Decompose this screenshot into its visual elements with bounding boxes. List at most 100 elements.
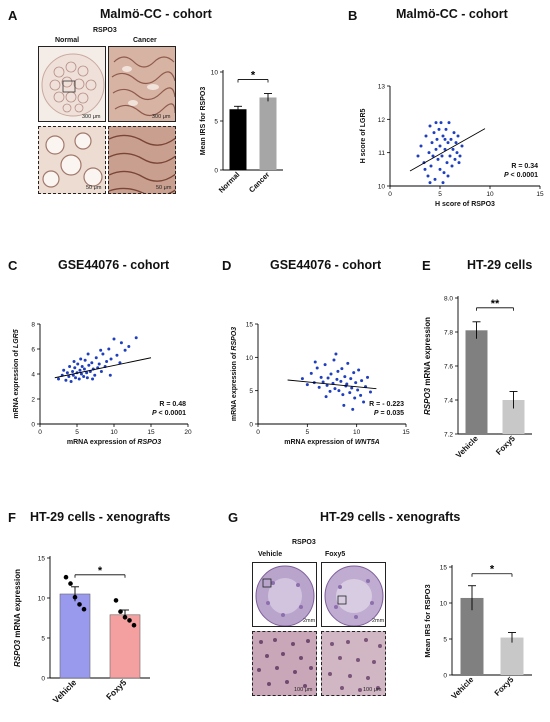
data-point	[93, 373, 97, 377]
p-value: = 0.035	[379, 410, 405, 417]
panel-letter-b: B	[348, 8, 358, 23]
data-point	[77, 377, 81, 381]
data-point	[134, 336, 138, 340]
micrograph-foxy5-overview-art	[324, 565, 384, 626]
data-point	[349, 377, 353, 381]
y-tick-label: 0	[31, 422, 35, 429]
p-symbol: P	[374, 410, 379, 417]
data-point	[72, 360, 76, 363]
y-tick-label: 2	[31, 397, 35, 404]
data-point	[91, 377, 95, 381]
axis-label-text: mRNA expression of	[284, 439, 355, 446]
x-tick-label-foxy5: Foxy5	[104, 677, 129, 702]
bar-vehicle	[460, 597, 484, 675]
data-point	[79, 357, 83, 361]
significance-marker: **	[491, 298, 500, 310]
data-point	[359, 393, 363, 397]
y-tick-label: 10	[246, 355, 254, 362]
micrograph-cancer-overview-art	[109, 47, 175, 121]
panel-g-col-foxy5: Foxy5	[325, 551, 346, 558]
data-point	[107, 347, 111, 351]
x-tick-label: 5	[438, 191, 442, 198]
data-point	[319, 375, 323, 379]
data-dot-foxy5	[131, 622, 137, 628]
data-point	[346, 361, 350, 365]
data-point	[342, 403, 346, 407]
data-point	[431, 154, 435, 158]
data-point	[449, 137, 453, 141]
data-point	[357, 368, 361, 372]
chart-e-bar: 7.2 7.4 7.6 7.8 8.0 Vehicle Foxy5 ** RSPO3 mRNA …	[423, 296, 532, 460]
data-point	[119, 341, 123, 345]
chart-a-bar: 0 5 10 Normal Cancer * Mean IRS for RSPO3	[200, 70, 283, 195]
micrograph-foxy5-overview	[321, 562, 386, 627]
data-point	[429, 164, 433, 168]
data-point	[118, 361, 122, 365]
data-point	[444, 127, 448, 131]
y-tick-label: 0	[443, 673, 447, 680]
significance-marker: *	[490, 564, 495, 576]
trend-line	[54, 357, 152, 379]
correlation-p: P < 0.0001	[152, 410, 186, 417]
y-tick-label: 15	[440, 565, 448, 572]
data-point	[94, 356, 98, 360]
correlation-r: R = 0.48	[159, 401, 186, 408]
data-point	[434, 147, 438, 151]
data-point	[313, 360, 317, 364]
panel-title-f: HT-29 cells - xenografts	[30, 510, 171, 524]
data-point	[441, 134, 445, 138]
micrograph-normal-overview	[38, 46, 106, 122]
y-tick-label: 7.8	[444, 330, 453, 337]
data-point	[354, 381, 358, 385]
data-point	[78, 368, 82, 372]
data-point	[87, 363, 91, 367]
panel-title-g: HT-29 cells - xenografts	[320, 510, 461, 524]
data-point	[435, 137, 439, 141]
axis-label-gene: WNT5A	[355, 439, 380, 446]
data-point	[82, 375, 86, 378]
p-symbol: P	[504, 172, 509, 179]
axis-label-gene: RSPO3	[137, 439, 161, 446]
data-point	[456, 134, 460, 138]
data-point	[351, 407, 355, 411]
data-point	[446, 141, 450, 145]
data-point	[458, 154, 462, 158]
p-value: < 0.0001	[157, 410, 186, 417]
data-point	[69, 380, 73, 383]
bar-normal	[229, 109, 247, 170]
data-point	[447, 121, 451, 125]
y-axis-label-gene: RSPO3	[13, 639, 22, 667]
micrograph-vehicle-zoom	[252, 631, 317, 696]
data-point	[80, 365, 84, 368]
panel-g-col-vehicle: Vehicle	[258, 551, 283, 558]
data-point	[326, 376, 330, 380]
x-tick-label-normal: Normal	[217, 170, 242, 195]
data-point	[439, 121, 443, 125]
data-point	[105, 360, 109, 363]
data-point	[99, 348, 103, 352]
y-tick-label: 10	[38, 596, 46, 603]
data-point	[337, 389, 341, 393]
scale-label-a-top-left: 300 μm	[82, 114, 101, 120]
x-tick-label: 0	[388, 191, 392, 198]
y-axis-label-rest: mRNA expression	[423, 317, 432, 388]
y-tick-label: 5	[214, 119, 218, 126]
y-tick-label: 0	[249, 422, 253, 429]
data-point	[436, 157, 440, 161]
y-tick-label: 5	[249, 388, 253, 395]
data-point	[334, 352, 338, 356]
data-point	[345, 382, 349, 386]
data-point	[123, 348, 127, 352]
panel-a-col-normal: Normal	[55, 37, 80, 44]
panel-title-b: Malmö-CC - cohort	[396, 7, 508, 21]
data-point	[348, 391, 352, 395]
data-point	[426, 174, 430, 178]
data-point	[323, 363, 327, 367]
y-axis-label: H score of LGR5	[360, 108, 367, 163]
data-point	[317, 385, 321, 389]
data-point	[127, 345, 131, 348]
data-point	[340, 367, 344, 371]
data-point	[115, 353, 119, 357]
